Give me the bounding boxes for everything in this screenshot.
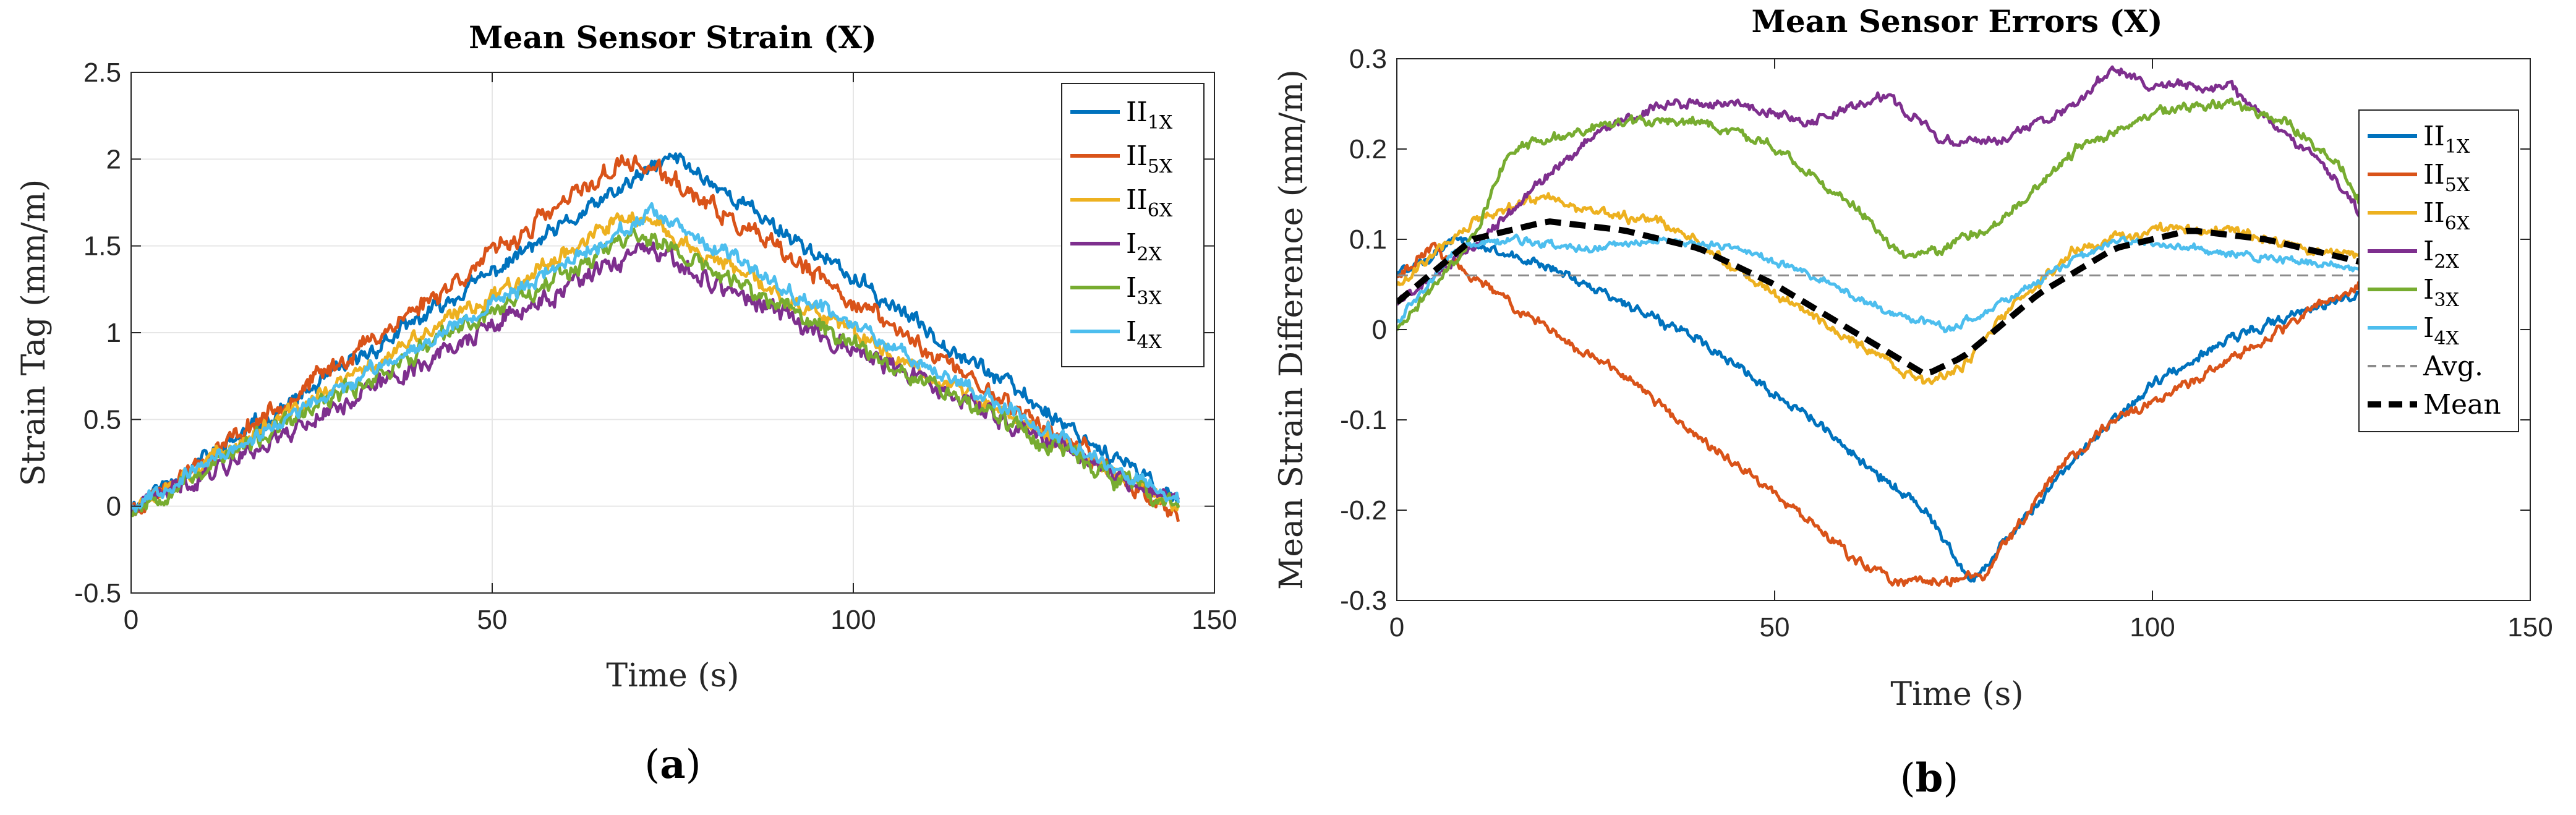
legend-label-sub: 6X — [2445, 213, 2470, 234]
y-tick-label: -0.3 — [1340, 586, 1387, 616]
legend-label: I2X — [1126, 228, 1162, 265]
series-line-ii1x — [1397, 234, 2418, 583]
y-tick-label: 0.3 — [1349, 44, 1387, 74]
legend-label: I4X — [1126, 316, 1162, 353]
x-tick-label: 150 — [2507, 612, 2553, 642]
chart-b-background — [1397, 59, 2530, 600]
y-tick-label: 2.5 — [83, 58, 121, 88]
legend-label-sub: 6X — [1148, 200, 1173, 221]
legend-label: II6X — [1126, 184, 1173, 221]
legend-label: II1X — [2423, 121, 2470, 158]
legend-label-sub: 1X — [2445, 136, 2470, 158]
legend-label-sub: 5X — [1148, 156, 1173, 177]
y-tick-label: 0 — [1372, 315, 1387, 345]
legend-label: I3X — [1126, 272, 1162, 309]
chart-b-xlabel: Time (s) — [1890, 676, 2023, 713]
x-tick-label: 100 — [2130, 612, 2175, 642]
series-line-i4x — [131, 202, 1180, 513]
legend-label-sub: 3X — [2434, 289, 2459, 311]
chart-a-ticks: 0 50 100 150-0.500.511.522.5 — [74, 58, 1237, 635]
legend-label-base: I — [2423, 236, 2434, 267]
chart-a-series-group — [131, 152, 1180, 523]
y-tick-label: 1.5 — [83, 231, 121, 262]
legend-label: I2X — [2423, 236, 2459, 273]
chart-a-xlabel: Time (s) — [606, 657, 739, 694]
legend-label-sub: 5X — [2445, 174, 2470, 196]
legend-label-sub: 1X — [1148, 112, 1173, 134]
chart-a-ylabel: Strain Tag (mm/m) — [15, 179, 53, 487]
legend-label: Mean — [2423, 389, 2501, 420]
x-tick-label: 50 — [1760, 612, 1790, 642]
legend-label-base: II — [1126, 140, 1148, 172]
legend-label-sub: 4X — [1137, 331, 1162, 353]
x-tick-label: 50 — [477, 605, 508, 635]
y-tick-label: 0.5 — [83, 404, 121, 435]
legend-label-base: II — [2423, 197, 2445, 229]
legend-label: II5X — [2423, 159, 2470, 196]
chart-b-plot-area — [1397, 65, 2419, 587]
chart-b: 0 50 100 150 -0.3 -0.2 -0.1 0 0.1 0.2 0.3 Mean Sen… — [1273, 3, 2553, 801]
y-tick-label: 1 — [106, 318, 121, 348]
chart-a-title: Mean Sensor Strain (X) — [469, 19, 877, 56]
legend-label-base: II — [2423, 159, 2445, 190]
chart-a-plot-area — [131, 152, 1180, 523]
x-tick-label: 0 — [124, 605, 139, 635]
x-tick-label: 0 — [1389, 612, 1404, 642]
series-line-i4x — [1397, 233, 2418, 333]
legend-label-base: I — [2423, 274, 2434, 305]
y-tick-label: 0.1 — [1349, 224, 1387, 255]
legend-label-sub: 2X — [1137, 244, 1162, 265]
y-tick-label: -0.5 — [74, 578, 121, 608]
series-line-ii5x — [131, 154, 1180, 523]
legend-label-base: Mean — [2423, 389, 2501, 420]
y-tick-label: 2 — [106, 144, 121, 174]
legend-label: II6X — [2423, 197, 2470, 234]
legend-frame — [1061, 83, 1205, 367]
chart-b-ylabel: Mean Strain Difference (mm/m) — [1273, 69, 1310, 590]
legend-label-base: I — [1126, 316, 1137, 348]
y-tick-label: -0.2 — [1340, 495, 1387, 526]
legend-label: II1X — [1126, 96, 1173, 134]
x-tick-label: 100 — [830, 605, 876, 635]
legend-frame — [2358, 109, 2519, 432]
chart-a-panel-letter: a — [660, 741, 685, 788]
chart-b-series-group — [1397, 65, 2419, 587]
legend-label: I3X — [2423, 274, 2459, 311]
chart-b-panel-label: (b) — [1900, 755, 1959, 801]
legend-label: I4X — [2423, 312, 2459, 349]
legend-label-sub: 3X — [1137, 288, 1162, 309]
legend-label-sub: 4X — [2434, 328, 2459, 349]
series-line-mean — [1397, 218, 2418, 377]
series-line-ii5x — [1397, 241, 2419, 587]
legend-label-base: Avg. — [2423, 351, 2483, 382]
legend-label: II5X — [1126, 140, 1173, 177]
legend-label: Avg. — [2423, 351, 2483, 382]
chart-b-panel-letter: b — [1916, 755, 1943, 801]
legend-label-base: II — [1126, 184, 1148, 216]
legend-label-base: II — [2423, 121, 2445, 152]
legend-label-base: I — [2423, 312, 2434, 344]
series-line-ii6x — [1397, 192, 2418, 385]
x-tick-label: 150 — [1192, 605, 1237, 635]
legend-label-base: I — [1126, 272, 1137, 304]
y-tick-label: -0.1 — [1340, 405, 1387, 435]
series-line-i2x — [1397, 65, 2418, 306]
chart-b-title: Mean Sensor Errors (X) — [1752, 3, 2163, 40]
y-tick-label: 0.2 — [1349, 134, 1387, 164]
legend-label-sub: 2X — [2434, 251, 2459, 273]
chart-a-panel-label: (a) — [644, 741, 701, 788]
legend-label-base: I — [1126, 228, 1137, 260]
y-tick-label: 0 — [106, 492, 121, 522]
chart-b-ticks: 0 50 100 150 -0.3 -0.2 -0.1 0 0.1 0.2 0.3 — [1340, 44, 2553, 642]
chart-a: 0 50 100 150-0.500.511.522.5 Mean Sensor St… — [15, 19, 1237, 788]
legend-label-base: II — [1126, 96, 1148, 128]
series-line-i3x — [1397, 97, 2418, 331]
